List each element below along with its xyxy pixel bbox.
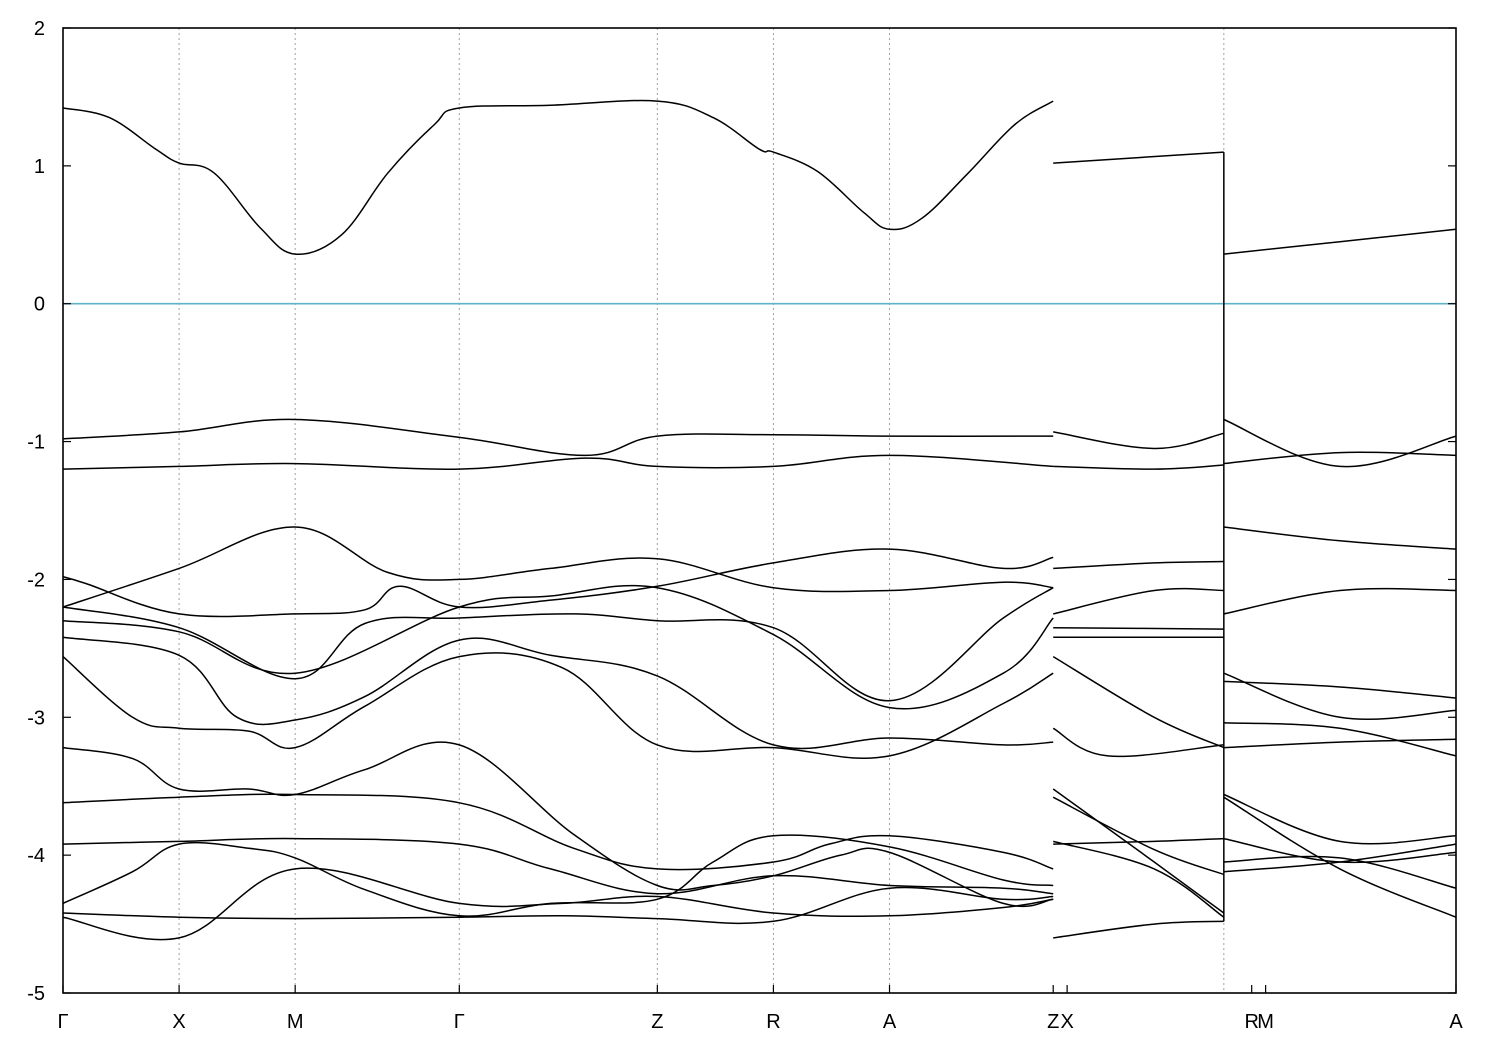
y-tick-label-0: 2 xyxy=(34,18,45,40)
band-line-4 xyxy=(62,454,1054,470)
band-line-22 xyxy=(1223,587,1457,615)
band-line-20 xyxy=(1052,727,1224,758)
band-line-30 xyxy=(62,834,1054,917)
band-line-21 xyxy=(1223,526,1457,550)
x-tick-label-1: X xyxy=(172,1011,185,1033)
band-line-37 xyxy=(1053,920,1224,939)
x-tick-label-5: R xyxy=(766,1011,780,1033)
band-line-13 xyxy=(62,636,1054,750)
band-line-14 xyxy=(62,652,1054,759)
y-tick-label-4: -2 xyxy=(27,569,45,591)
band-line-38 xyxy=(1223,793,1457,845)
x-tick-label-10: M xyxy=(1257,1011,1274,1033)
band-line-36 xyxy=(1053,837,1224,845)
y-tick-label-7: -5 xyxy=(27,983,45,1005)
x-tick-label-0: Γ xyxy=(57,1011,68,1033)
y-tick-label-2: 0 xyxy=(34,294,45,316)
band-line-29 xyxy=(62,837,1054,895)
x-tick-label-8: X xyxy=(1060,1011,1073,1033)
x-axis: Γ X M Γ Z R A Z X RM A xyxy=(57,985,1463,1033)
y-tick-label-6: -4 xyxy=(27,845,45,867)
band-line-26 xyxy=(1223,738,1457,749)
x-tick-label-9: R xyxy=(1244,1011,1258,1033)
y-tick-label-1: 1 xyxy=(34,156,45,178)
band-line-17 xyxy=(1053,626,1224,630)
band-line-10 xyxy=(62,548,1054,618)
band-line-8 xyxy=(1223,451,1457,465)
y-tick-label-5: -3 xyxy=(27,707,45,729)
band-line-0 xyxy=(62,99,1054,255)
band-line-5 xyxy=(1053,431,1224,450)
band-layer xyxy=(62,99,1457,941)
band-line-6 xyxy=(1053,464,1224,470)
band-line-25 xyxy=(1223,722,1457,757)
band-line-27 xyxy=(62,741,1054,908)
band-line-31 xyxy=(62,867,1054,941)
band-line-39 xyxy=(1223,796,1457,918)
band-line-16 xyxy=(1053,587,1224,615)
band-line-1 xyxy=(1053,151,1224,164)
band-line-33 xyxy=(1052,788,1225,914)
band-line-12 xyxy=(62,584,1054,710)
band-line-15 xyxy=(1053,560,1224,570)
x-tick-label-2: M xyxy=(287,1011,304,1033)
band-line-2 xyxy=(1223,228,1457,255)
x-tick-label-6: A xyxy=(883,1011,897,1033)
band-line-35 xyxy=(1053,840,1225,918)
band-line-41 xyxy=(1223,855,1457,889)
grid-layer xyxy=(178,28,1225,993)
x-tick-label-11: A xyxy=(1449,1011,1463,1033)
band-line-3 xyxy=(62,418,1054,457)
band-line-7 xyxy=(1223,418,1457,468)
band-line-42 xyxy=(1223,843,1457,873)
band-line-32 xyxy=(62,886,1054,925)
x-tick-label-7: Z xyxy=(1047,1011,1059,1033)
band-line-23 xyxy=(1223,672,1457,720)
y-axis: 2 1 0 -1 -2 -3 -4 -5 xyxy=(27,18,1456,1005)
band-line-24 xyxy=(1223,680,1457,699)
band-line-19 xyxy=(1052,655,1225,749)
band-line-34 xyxy=(1052,796,1225,876)
y-tick-label-3: -1 xyxy=(27,432,45,454)
band-line-11 xyxy=(62,587,1054,702)
x-tick-label-4: Z xyxy=(651,1011,663,1033)
x-tick-label-3: Γ xyxy=(454,1011,465,1033)
band-line-9 xyxy=(62,526,1054,608)
plot-frame xyxy=(62,27,1457,994)
band-line-28 xyxy=(62,793,1054,871)
